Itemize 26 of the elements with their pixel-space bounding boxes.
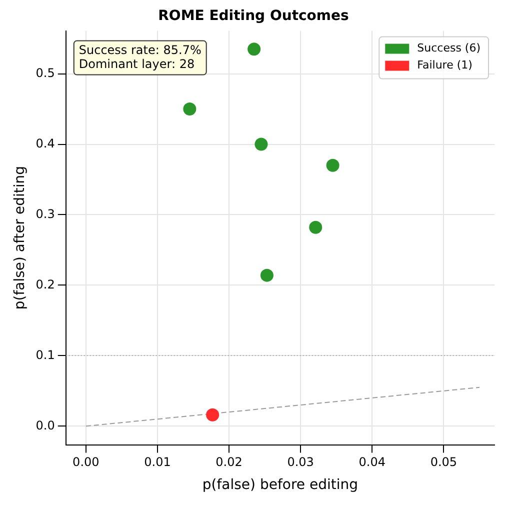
point	[326, 158, 340, 172]
x-axis-title: p(false) before editing	[202, 477, 358, 494]
y-tick-label: 0.1	[36, 348, 55, 362]
x-tick-label: 0.04	[358, 455, 386, 470]
point	[183, 102, 196, 116]
point	[254, 138, 268, 151]
legend-label: Failure (1)	[417, 58, 472, 72]
x-tick-label: 0.02	[216, 455, 242, 470]
point	[206, 408, 220, 422]
y-axis-title: p(false) after editing	[12, 166, 28, 310]
y-tick-label: 0.3	[36, 206, 55, 221]
point	[260, 268, 274, 282]
y-tick-label: 0.0	[36, 418, 55, 432]
x-tick-label: 0.01	[144, 455, 171, 470]
annotation: Dominant layer: 28	[78, 56, 195, 71]
y-tick-label: 0.2	[36, 277, 55, 292]
x-tick-label: 0.03	[287, 455, 314, 470]
y-tick-label: 0.5	[36, 66, 55, 80]
legend-label: Success (6)	[417, 42, 480, 55]
x-tick-label: 0.05	[430, 455, 458, 470]
annotation: Success rate: 85.7%	[78, 42, 202, 57]
point	[309, 220, 322, 234]
x-tick-label: 0.00	[72, 455, 100, 470]
y-tick-label: 0.4	[36, 136, 55, 150]
point	[248, 42, 261, 56]
chart-title: ROME Editing Outcomes	[158, 8, 349, 24]
